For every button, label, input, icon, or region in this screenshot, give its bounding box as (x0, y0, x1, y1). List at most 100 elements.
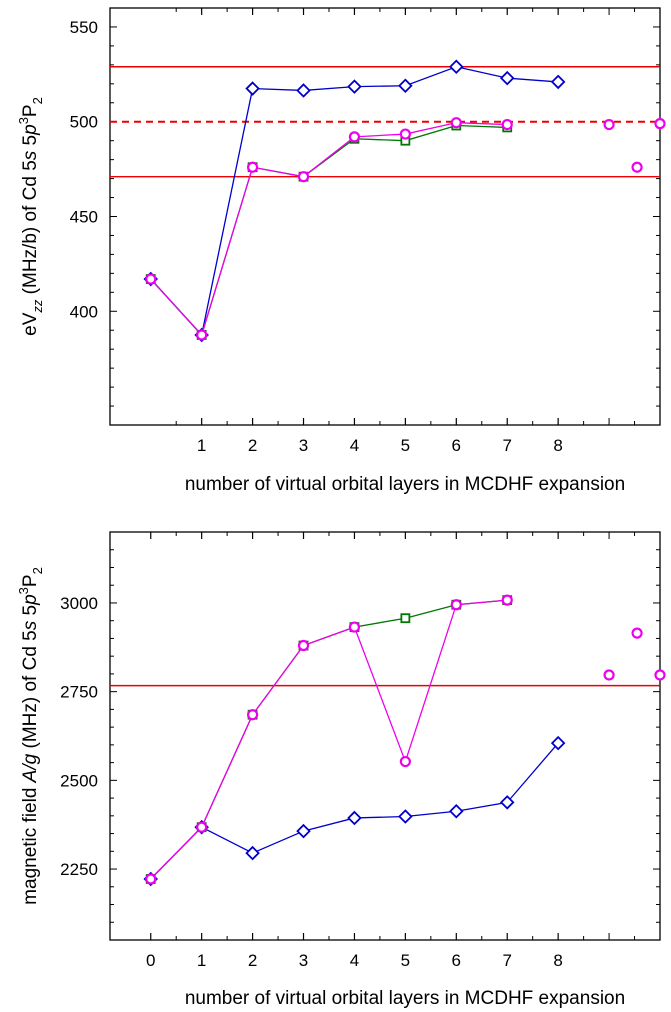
series-green-square (145, 595, 513, 884)
y-tick-label: 2500 (60, 771, 98, 790)
circle-marker (603, 118, 615, 131)
circle-marker (348, 621, 361, 633)
circle-marker (654, 118, 666, 130)
y-tick-label: 2250 (60, 860, 98, 879)
series-blue-diamond (143, 59, 566, 343)
y-tick-label: 2750 (60, 683, 98, 702)
ylabel-prefix: eV (20, 312, 41, 336)
diamond-marker (398, 809, 413, 824)
diamond-marker (347, 79, 362, 94)
ylabel-term: P (20, 574, 41, 587)
ylabel-prefix: magnetic field (20, 782, 41, 905)
ylabel-middle: (MHz/b) of Cd 5 (20, 160, 41, 299)
series-magenta-circle (145, 117, 513, 341)
circle-marker (450, 599, 462, 611)
x-tick-label: 5 (401, 436, 410, 455)
x-tick-label: 0 (146, 951, 155, 970)
ylabel-italic-p: p (20, 594, 41, 606)
series-green-square (145, 120, 513, 340)
y-axis-title: eVzz (MHz/b) of Cd 5s 5p3P2 (16, 97, 45, 336)
ylabel-term: P (20, 104, 41, 117)
circle-marker (145, 873, 157, 885)
circle-marker (297, 171, 310, 183)
x-tick-label: 1 (197, 951, 206, 970)
series-magenta-circle (145, 594, 513, 885)
ylabel-italic-s: s (20, 150, 41, 160)
y-tick-label: 3000 (60, 594, 98, 613)
diamond-marker (550, 735, 566, 751)
series-magenta-circle (603, 118, 666, 173)
ylabel-subscript: zz (30, 299, 45, 314)
diamond-marker (245, 81, 260, 96)
x-tick-label: 5 (401, 951, 410, 970)
x-tick-label: 4 (350, 951, 359, 970)
diamond-marker (499, 70, 515, 86)
diamond-marker (296, 823, 311, 839)
diamond-marker (347, 810, 362, 826)
circle-marker (501, 118, 513, 131)
ylabel-middle: (MHz) of Cd 5 (20, 630, 41, 754)
x-tick-label: 6 (452, 951, 461, 970)
circle-marker (196, 821, 208, 833)
x-tick-label: 1 (197, 436, 206, 455)
ylabel-term-subscript: 2 (30, 97, 45, 104)
plot-frame (109, 7, 661, 426)
circle-marker (348, 131, 361, 143)
circle-marker (297, 639, 310, 652)
circle-marker (145, 273, 157, 285)
series-line (150, 599, 508, 880)
circle-marker (399, 755, 411, 768)
bottom-panel-magnetic-field-chart: 0 1 2 3 4 5 6 7 8 2250 2500 2750 3000 number of virtu… (16, 531, 666, 1009)
circle-marker (631, 161, 643, 173)
x-tick-label: 7 (502, 951, 511, 970)
ylabel-italic-p: p (20, 124, 41, 136)
series-magenta-circle (603, 627, 666, 681)
circle-marker (603, 669, 615, 681)
plot-frame (109, 531, 661, 941)
ylabel-space: 5 (20, 135, 41, 151)
x-tick-label: 3 (299, 951, 308, 970)
diamond-marker (398, 78, 413, 93)
ylabel-italic-ag: A/g (20, 753, 41, 783)
y-tick-label: 500 (70, 113, 98, 132)
top-panel-efg-chart: 1 2 3 4 5 6 7 8 400 450 500 550 number of virtual or… (16, 7, 666, 495)
x-tick-label: 3 (299, 436, 308, 455)
circle-marker (399, 128, 411, 140)
y-tick-label: 400 (70, 302, 98, 321)
series-blue-diamond (143, 735, 566, 887)
ylabel-superscript: 3 (16, 587, 31, 594)
circle-marker (246, 161, 259, 173)
circle-marker (501, 594, 513, 606)
diamond-marker (499, 795, 515, 810)
x-tick-label: 6 (452, 436, 461, 455)
x-tick-label: 4 (350, 436, 359, 455)
series-line (150, 122, 508, 337)
diamond-marker (449, 59, 464, 75)
y-tick-label: 450 (70, 208, 98, 227)
x-tick-label: 2 (248, 951, 257, 970)
ylabel-space: 5 (20, 605, 41, 621)
x-tick-label: 7 (502, 436, 511, 455)
y-axis-title: magnetic field A/g (MHz) of Cd 5s 5p3P2 (16, 567, 45, 905)
ylabel-superscript: 3 (16, 117, 31, 124)
y-tick-label: 550 (70, 18, 98, 37)
series-line (150, 66, 559, 337)
x-tick-label: 2 (248, 436, 257, 455)
square-marker (400, 613, 411, 624)
x-tick-label: 8 (553, 951, 562, 970)
diamond-marker (245, 845, 260, 861)
diamond-marker (296, 83, 311, 98)
series-line (150, 599, 508, 880)
diamond-marker (550, 74, 566, 90)
ylabel-italic-s: s (20, 620, 41, 630)
x-axis-title: number of virtual orbital layers in MCDH… (185, 474, 625, 495)
circle-marker (450, 117, 462, 129)
circle-marker (196, 329, 208, 341)
circle-marker (631, 627, 643, 639)
x-tick-label: 8 (553, 436, 562, 455)
circle-marker (246, 709, 259, 721)
x-axis-title: number of virtual orbital layers in MCDH… (185, 988, 625, 1009)
ylabel-term-subscript: 2 (30, 567, 45, 574)
circle-marker (654, 669, 666, 681)
